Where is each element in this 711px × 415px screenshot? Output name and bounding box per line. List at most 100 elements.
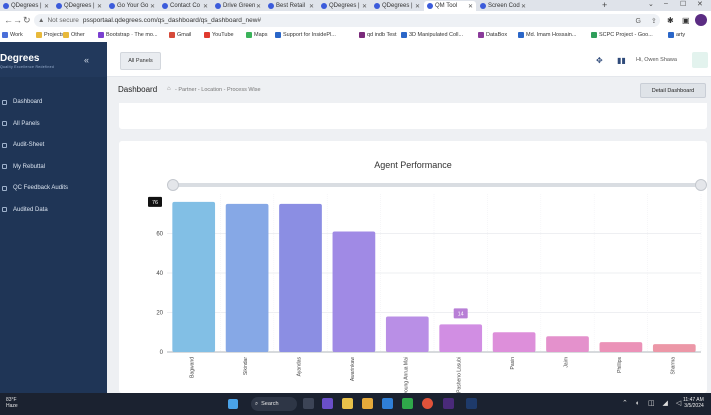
user-greeting[interactable]: Hi, Owen Shawa (636, 57, 677, 63)
bookmark-icon (36, 32, 42, 38)
profile-avatar[interactable] (695, 14, 707, 26)
address-bar: ← → ↻ ▲ Not secure pssportaal.qdegrees.c… (0, 11, 711, 30)
app-header: All Panels ✥ ▮▮ Hi, Owen Shawa (107, 42, 711, 77)
file-explorer-icon[interactable] (342, 398, 353, 409)
browser-tab[interactable]: Go Your Go ✕ (106, 1, 158, 11)
tab-close-icon[interactable]: ✕ (467, 3, 473, 10)
breadcrumb-path[interactable]: - Partner - Location - Process Wise (175, 87, 261, 93)
zoom-slider-right-handle[interactable] (695, 179, 707, 191)
store-icon[interactable] (382, 398, 393, 409)
system-tray[interactable]: ⌃ ◐ ◫ ◢ ◁ (622, 400, 685, 407)
bookmark-item[interactable]: DataBox (478, 32, 507, 38)
tab-close-icon[interactable]: ✕ (43, 3, 49, 10)
x-tick-label: Awarinkaw (350, 357, 356, 381)
browser-tab[interactable]: Drive Green ✕ (212, 1, 264, 11)
forward-icon[interactable]: → (13, 15, 22, 25)
tab-close-icon[interactable]: ✕ (202, 3, 208, 10)
sidebar-item-my-rebuttal[interactable]: My Rebuttal (0, 160, 107, 174)
tab-close-icon[interactable]: ✕ (255, 3, 261, 10)
bookmark-item[interactable]: arty (668, 32, 685, 38)
browser-tab[interactable]: Best Retail ✕ (265, 1, 317, 11)
extensions-icon[interactable]: ✱ (667, 16, 674, 25)
bookmark-item[interactable]: Bootstrap · The mo... (98, 32, 158, 38)
tooltip (453, 308, 468, 319)
tab-close-icon[interactable]: ✕ (414, 3, 420, 10)
y-tick-label: 20 (156, 311, 163, 317)
back-icon[interactable]: ← (4, 15, 13, 25)
task-view-icon[interactable] (303, 398, 314, 409)
chevron-down-icon[interactable]: ⌄ (648, 1, 654, 8)
security-label: Not secure (47, 17, 79, 24)
tab-close-icon[interactable]: ✕ (96, 3, 102, 10)
collapse-sidebar-icon[interactable]: « (84, 55, 90, 65)
teams-icon[interactable] (322, 398, 333, 409)
taskbar-search[interactable]: ⌕ Search (251, 397, 297, 411)
bookmark-item[interactable]: YouTube (204, 32, 234, 38)
folder-icon[interactable] (362, 398, 373, 409)
tab-close-icon[interactable]: ✕ (149, 3, 155, 10)
chrome-icon[interactable] (422, 398, 433, 409)
sidebar-item-dashboard[interactable]: Dashboard (0, 95, 107, 109)
network-icon[interactable]: ✥ (596, 56, 603, 65)
browser-tab[interactable]: QDegrees | ✕ (53, 1, 105, 11)
bookmark-item[interactable]: Maps (246, 32, 267, 38)
bookmark-item[interactable]: Work (2, 32, 23, 38)
main-content: Agent Performance 0 20 40 60 Bagwand Sikindar… (107, 103, 711, 393)
tab-close-icon[interactable]: ✕ (520, 3, 526, 10)
sidebar-item-qc-feedback-audits[interactable]: QC Feedback Audits (0, 181, 107, 195)
new-tab-button[interactable]: + (602, 0, 608, 10)
browser-tab[interactable]: QDegrees | ✕ (318, 1, 370, 11)
weather-widget[interactable]: 83°F Haze (6, 397, 18, 409)
bookmark-label: Maps (254, 32, 268, 38)
browser-tab[interactable]: Contact Co ✕ (159, 1, 211, 11)
tab-close-icon[interactable]: ✕ (361, 3, 367, 10)
browser-tab[interactable]: QDegrees | ✕ (0, 1, 52, 11)
sidebar-item-audit-sheet[interactable]: Audit-Sheet (0, 138, 107, 152)
tab-label: QDegrees | (64, 3, 95, 9)
y-tick-label: 60 (156, 232, 163, 238)
bookmark-item[interactable]: Support for InsidePl... (275, 32, 336, 38)
user-avatar[interactable] (692, 52, 708, 68)
windows-start-icon[interactable] (228, 399, 238, 409)
clock[interactable]: 11:47 AM 3/5/2024 (683, 397, 704, 409)
bar (492, 332, 536, 352)
bookmark-label: SCPC Project - Goo... (599, 32, 653, 38)
omnibox-action-icons[interactable]: G ⇪ ☆ (635, 18, 677, 25)
browser-tab[interactable]: Screen Cod ✕ (477, 1, 529, 11)
sidebar-item-audited-data[interactable]: Audited Data (0, 203, 107, 217)
photoshop-icon[interactable] (466, 398, 477, 409)
zoom-slider-left-handle[interactable] (167, 179, 179, 191)
bookmark-item[interactable]: SCPC Project - Goo... (591, 32, 653, 38)
sidepanel-icon[interactable]: ▣ (682, 16, 690, 25)
reload-icon[interactable]: ↻ (23, 15, 31, 25)
all-panels-button[interactable]: All Panels (120, 52, 161, 70)
feedback-icon (2, 185, 7, 191)
bookmark-item[interactable]: 3D Manipulated Coll... (401, 32, 463, 38)
zoom-slider-track[interactable] (173, 183, 701, 187)
bookmark-item[interactable]: qd indb Test (359, 32, 397, 38)
bookmark-item[interactable]: Gmail (169, 32, 191, 38)
breadcrumb: Dashboard ⌂ - Partner - Location - Proce… (107, 77, 711, 103)
url-input[interactable]: ▲ Not secure pssportaal.qdegrees.com/qs_… (34, 14, 660, 27)
bar-chart-icon[interactable]: ▮▮ (617, 56, 626, 65)
tab-label: Go Your Go (117, 3, 149, 9)
xbox-icon[interactable] (402, 398, 413, 409)
xd-icon[interactable] (443, 398, 454, 409)
detail-dashboard-button[interactable]: Detail Dashboard (640, 83, 706, 98)
bookmark-label: Work (10, 32, 23, 38)
minimize-icon[interactable]: – (664, 0, 668, 7)
bookmark-item[interactable]: Other (63, 32, 85, 38)
x-tick-label: Jaim (564, 357, 570, 368)
x-tick-label: Sikindar (243, 357, 249, 375)
browser-tab[interactable]: QM Tool ✕ (424, 1, 476, 11)
maximize-icon[interactable]: ☐ (680, 1, 687, 8)
sidebar-item-all-panels[interactable]: All Panels (0, 117, 107, 131)
logo-tagline: Quality Excellence Redefined (0, 65, 55, 69)
bookmark-item[interactable]: Projects (36, 32, 64, 38)
close-icon[interactable]: ✕ (697, 1, 703, 8)
home-icon[interactable]: ⌂ (167, 86, 171, 92)
y-tick-label: 40 (156, 271, 163, 277)
browser-tab[interactable]: QDegrees | ✕ (371, 1, 423, 11)
tab-close-icon[interactable]: ✕ (308, 3, 314, 10)
bookmark-item[interactable]: Md. Imam Hossain... (518, 32, 576, 38)
